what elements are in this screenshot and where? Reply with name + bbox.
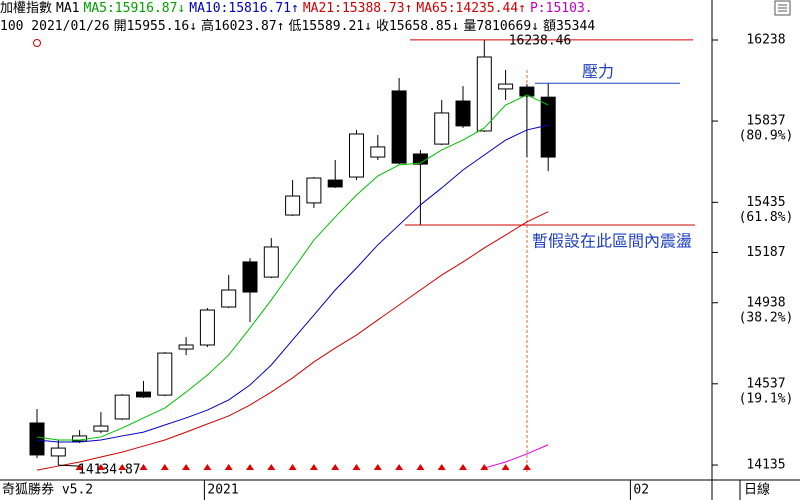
ma-line bbox=[484, 444, 549, 469]
candle-body bbox=[157, 352, 173, 396]
candle-body bbox=[455, 100, 471, 127]
candle-body bbox=[391, 90, 407, 164]
candle-body bbox=[370, 146, 386, 158]
signal-marker bbox=[246, 464, 254, 470]
signal-marker bbox=[373, 464, 382, 470]
low-pointer bbox=[58, 464, 80, 467]
candle-body bbox=[498, 83, 514, 90]
signal-marker bbox=[437, 464, 446, 470]
header-item: 量7810669↓ bbox=[463, 19, 540, 34]
low-label: 14134.87 bbox=[78, 463, 141, 478]
y-tick-label: 16238 bbox=[746, 33, 785, 48]
signal-marker bbox=[416, 464, 425, 470]
candle-body bbox=[72, 435, 88, 442]
annotation-label: 暫假設在此區間內震盪 bbox=[532, 231, 692, 250]
signal-marker bbox=[480, 464, 489, 470]
candle-body bbox=[221, 289, 237, 308]
signal-marker bbox=[203, 464, 212, 470]
signal-marker bbox=[224, 464, 233, 470]
signal-marker bbox=[182, 464, 191, 470]
y-tick-label: 14135 bbox=[746, 458, 785, 473]
header-item: 收15658.85↓ bbox=[375, 19, 460, 34]
candle-body bbox=[285, 195, 301, 216]
signal-marker bbox=[267, 464, 276, 470]
header-item: MA10:15816.71↑ bbox=[189, 1, 299, 16]
signal-marker bbox=[160, 464, 169, 470]
candle-body bbox=[263, 246, 279, 278]
candle-body bbox=[29, 422, 45, 456]
signal-marker bbox=[139, 464, 148, 470]
y-tick-ratio: (61.8%) bbox=[739, 210, 794, 225]
ma-line bbox=[36, 124, 549, 443]
candle-body bbox=[306, 177, 322, 204]
candle-body bbox=[476, 56, 492, 132]
header-item: P:15103. bbox=[529, 1, 593, 16]
signal-marker bbox=[309, 464, 318, 470]
y-tick-ratio: (38.2%) bbox=[739, 310, 794, 325]
header-item: MA21:15388.73↑ bbox=[302, 1, 413, 16]
header-item: MA1 bbox=[56, 1, 80, 16]
signal-marker bbox=[118, 464, 127, 470]
header-item: 100 2021/01/26 bbox=[0, 19, 110, 34]
candle-body bbox=[349, 133, 364, 178]
signal-marker bbox=[96, 464, 105, 470]
signal-marker bbox=[288, 464, 297, 470]
candle-body bbox=[540, 96, 556, 158]
signal-marker bbox=[75, 464, 84, 470]
candle-body bbox=[178, 344, 194, 350]
x-tick-label: 02 bbox=[633, 483, 649, 498]
header-row: 100 2021/01/26 開15955.16↓ 高16023.87↑ 低15589… bbox=[0, 18, 772, 36]
signal-marker bbox=[522, 464, 531, 470]
ma-line bbox=[36, 211, 549, 471]
candle-body bbox=[242, 261, 258, 293]
signal-marker bbox=[501, 464, 510, 470]
header-item: MA65:14235.44↑ bbox=[416, 1, 526, 16]
x-tick-label: 2021 bbox=[207, 483, 238, 498]
y-tick-label: 14938 bbox=[746, 295, 785, 310]
candle-body bbox=[327, 179, 343, 188]
signal-marker bbox=[331, 464, 340, 470]
period: 日線 bbox=[744, 482, 770, 498]
header-item: 開15955.16↓ bbox=[113, 19, 198, 34]
y-tick-label: 15435 bbox=[746, 195, 785, 210]
y-tick-label: 14537 bbox=[746, 376, 785, 391]
signal-marker bbox=[459, 464, 467, 470]
y-tick-label: 15187 bbox=[746, 245, 785, 260]
y-tick-label: 15837 bbox=[746, 114, 785, 129]
candle-body bbox=[136, 391, 151, 398]
header-item: 額35344 bbox=[543, 19, 596, 34]
header-item: 加權指數 bbox=[0, 1, 53, 16]
signal-marker bbox=[395, 464, 404, 470]
marker bbox=[33, 39, 41, 47]
candle-body bbox=[50, 447, 66, 457]
candle-body bbox=[114, 394, 130, 420]
header-item: MA5:15916.87↓ bbox=[83, 1, 186, 16]
ma-line bbox=[36, 94, 549, 441]
candle-body bbox=[199, 309, 215, 346]
candle-body bbox=[434, 112, 450, 145]
header-item: 高16023.87↑ bbox=[201, 19, 285, 34]
annotation-label: 壓力 bbox=[582, 62, 614, 81]
y-tick-ratio: (19.1%) bbox=[739, 391, 794, 406]
high-label: 16238.46 bbox=[509, 33, 572, 48]
y-tick-ratio: (80.9%) bbox=[739, 129, 794, 144]
signal-marker bbox=[352, 464, 361, 470]
header-item: 低15589.21↓ bbox=[288, 19, 372, 34]
header-row: 加權指數 MA1 MA5:15916.87↓ MA10:15816.71↑ MA21:1… bbox=[0, 0, 772, 18]
candle-body bbox=[519, 86, 535, 97]
brand: 奇狐勝券 v5.2 bbox=[2, 482, 93, 498]
candle-body bbox=[93, 425, 109, 432]
